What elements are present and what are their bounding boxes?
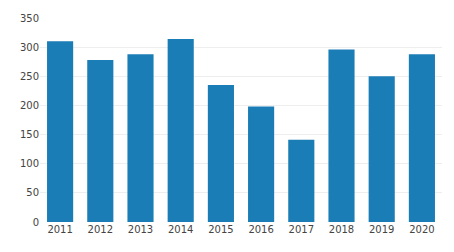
svg-text:200: 200: [20, 100, 39, 111]
svg-text:2017: 2017: [289, 224, 314, 235]
svg-text:2015: 2015: [208, 224, 233, 235]
svg-text:2012: 2012: [88, 224, 113, 235]
svg-text:2019: 2019: [369, 224, 394, 235]
svg-text:2011: 2011: [47, 224, 72, 235]
svg-text:2018: 2018: [329, 224, 354, 235]
svg-text:350: 350: [20, 13, 39, 24]
svg-text:250: 250: [20, 71, 39, 82]
svg-text:300: 300: [20, 42, 39, 53]
svg-text:2020: 2020: [409, 224, 434, 235]
svg-text:2014: 2014: [168, 224, 193, 235]
svg-text:2013: 2013: [128, 224, 153, 235]
svg-text:50: 50: [26, 187, 39, 198]
svg-text:2016: 2016: [248, 224, 273, 235]
svg-text:100: 100: [20, 158, 39, 169]
svg-text:0: 0: [33, 217, 39, 228]
svg-text:150: 150: [20, 129, 39, 140]
